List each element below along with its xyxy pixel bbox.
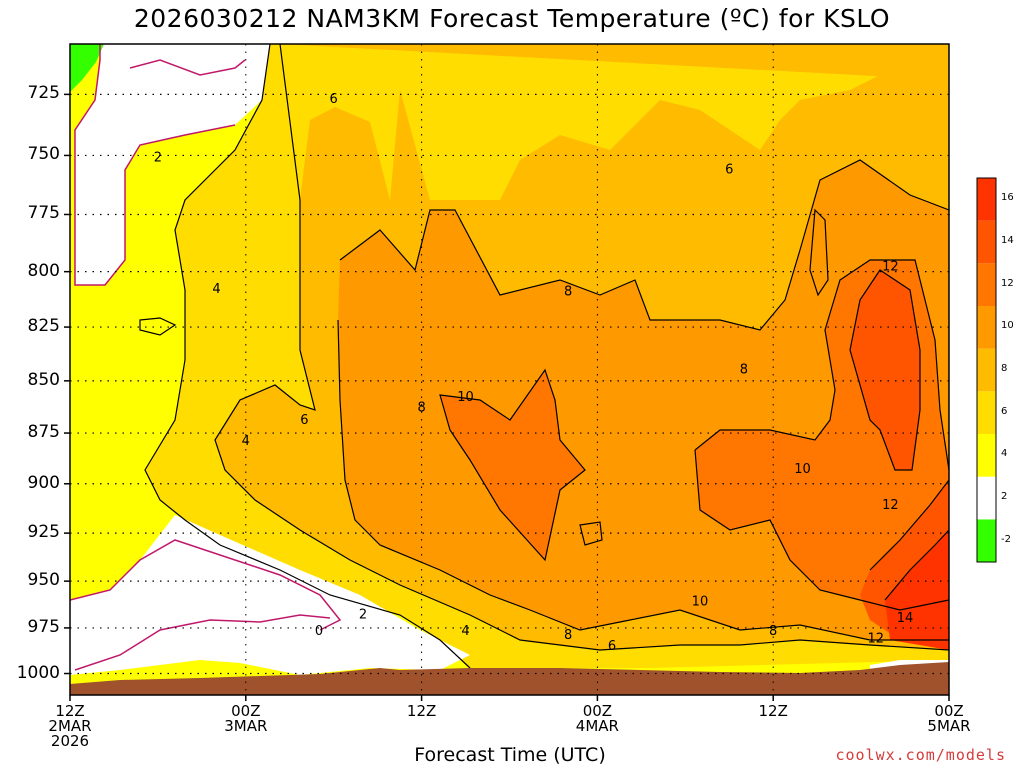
- x-tick-label: 12Z: [382, 704, 462, 719]
- x-tick-label-line1: 12Z: [406, 702, 437, 720]
- contour-label: 4: [461, 624, 469, 639]
- contour-lines-below-zero: [70, 44, 342, 671]
- y-tick-label: 750: [27, 144, 60, 165]
- y-tick-label: 975: [27, 616, 60, 637]
- y-tick-label: 950: [27, 570, 60, 591]
- colorbar-swatch: [977, 306, 996, 349]
- x-tick-label: 12Z: [733, 704, 813, 719]
- y-tick-label: 775: [27, 203, 60, 224]
- x-tick-label-line1: 12Z: [758, 702, 788, 720]
- contour-label: 10: [794, 462, 811, 477]
- contour-label: 6: [330, 92, 338, 107]
- x-tick-label-line2: 4MAR: [575, 717, 619, 735]
- terrain: [70, 662, 949, 695]
- contour-label: 4: [242, 434, 250, 449]
- colorbar-label: 12: [1001, 277, 1014, 289]
- x-tick-label: 00Z 5MAR: [909, 704, 989, 734]
- contour-label: 8: [769, 624, 777, 639]
- contour-label: 6: [608, 639, 616, 654]
- x-axis-title: Forecast Time (UTC): [414, 744, 606, 766]
- colorbar-frame: [976, 177, 997, 563]
- contour-label: 14: [897, 611, 914, 626]
- band-0-2-lower: [70, 515, 470, 675]
- colorbar-label: 16: [1001, 192, 1014, 204]
- colorbar-swatch: [977, 348, 996, 392]
- x-tick-label: 00Z 4MAR: [557, 704, 637, 734]
- contour-label: 8: [417, 401, 425, 416]
- contour-label: 12: [867, 631, 884, 646]
- x-tick-label-line1: 12Z: [55, 702, 85, 720]
- y-tick-label: 925: [27, 522, 60, 543]
- colorbar-label: 4: [1001, 448, 1008, 460]
- colorbar-swatch: [977, 434, 996, 477]
- contour-label: 12: [882, 498, 899, 513]
- y-tick-label: 1000: [16, 662, 60, 683]
- band-14-16: [885, 530, 949, 650]
- contour-label: 6: [725, 162, 733, 177]
- y-tick-label: 725: [27, 83, 60, 104]
- contour-label: 2: [154, 150, 162, 165]
- x-tick-label-line2: 5MAR: [927, 717, 971, 735]
- colorbar-swatch: [977, 178, 996, 221]
- band-10-12: [440, 260, 949, 610]
- colorbar-swatch: [977, 391, 996, 434]
- x-tick-label-line2: 3MAR: [224, 717, 268, 735]
- y-tick-label: 800: [27, 260, 60, 281]
- x-tick-label-line1: 00Z: [582, 702, 613, 720]
- y-tick-label: 875: [27, 422, 60, 443]
- colorbar-swatch: [977, 263, 996, 306]
- contour-lines: [139, 44, 949, 669]
- x-tick-label-line3: 2026: [50, 732, 90, 750]
- x-tick-label: 00Z 3MAR: [206, 704, 286, 734]
- contour-label: 4: [212, 282, 220, 297]
- colorbar-label: 8: [1001, 363, 1008, 374]
- colorbar-label: 6: [1001, 405, 1008, 417]
- contour-label: 8: [564, 628, 572, 643]
- band-12-14: [850, 270, 949, 640]
- y-axis-ticks: [64, 93, 70, 675]
- x-tick-label-line2: 2MAR: [48, 717, 92, 735]
- colorbar-label: 10: [1001, 320, 1014, 332]
- contour-label: 12: [882, 260, 899, 275]
- credit-text: coolwx.com/models: [835, 746, 1006, 764]
- chart-title: 2026030212 NAM3KM Forecast Temperature (…: [133, 4, 891, 33]
- colorbar-label: 2: [1001, 491, 1008, 502]
- contour-label: 10: [692, 594, 709, 609]
- y-tick-label: 825: [27, 316, 60, 337]
- contour-label: 8: [564, 284, 572, 299]
- contour-label: 6: [300, 413, 308, 428]
- contour-labels: 2 4 6 4 6 8 10 8 6 8 10 12 12 2 0 4 8 6 10 8 12 14: [154, 92, 914, 654]
- colorbar-swatch: [977, 519, 996, 562]
- colorbar: [976, 177, 997, 563]
- contour-label: 0: [315, 624, 323, 639]
- y-tick-label: 850: [27, 369, 60, 390]
- x-tick-label-line1: 00Z: [934, 702, 964, 720]
- colorbar-label: -2: [1001, 533, 1011, 545]
- contour-label: 8: [740, 363, 748, 378]
- band-below-0: [70, 44, 104, 92]
- x-axis-ticks: [69, 695, 950, 701]
- colorbar-swatch: [977, 476, 996, 520]
- x-tick-label: 12Z 2MAR 2026: [30, 704, 110, 749]
- colorbar-swatch: [977, 220, 996, 264]
- contour-label: 10: [457, 390, 474, 405]
- plot-frame: [69, 43, 950, 696]
- band-0-2-upper: [75, 44, 270, 285]
- y-tick-label: 900: [27, 472, 60, 493]
- colorbar-label: 14: [1001, 235, 1014, 246]
- contour-label: 2: [359, 607, 367, 622]
- x-tick-label-line1: 00Z: [231, 702, 261, 720]
